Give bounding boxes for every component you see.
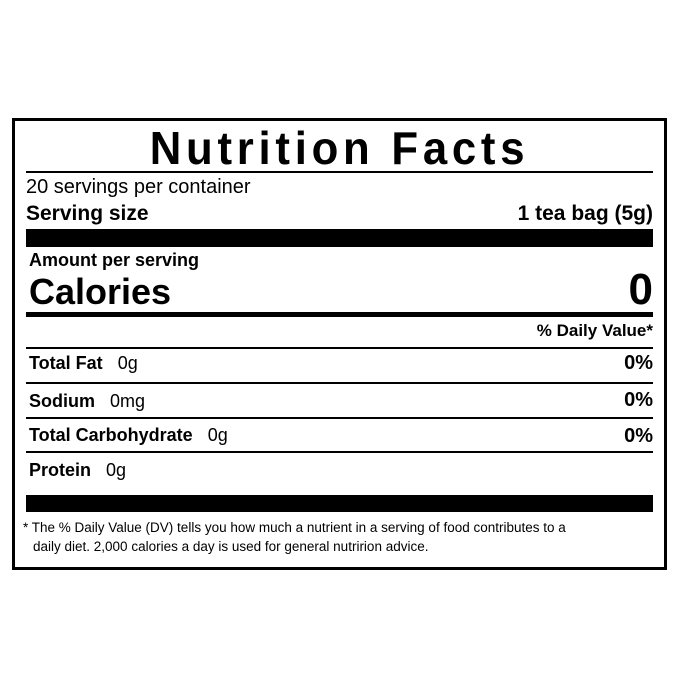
servings-per-container: 20 servings per container (26, 176, 251, 198)
serving-size-label: Serving size (26, 202, 149, 225)
serving-size-value: 1 tea bag (5g) (517, 202, 653, 225)
nutrient-amount: 0mg (110, 391, 146, 411)
divider (26, 451, 653, 453)
medium-divider (26, 312, 653, 317)
footnote-line-2: daily diet. 2,000 calories a day is used… (33, 539, 429, 554)
nutrient-amount: 0g (117, 353, 138, 373)
daily-value-header: % Daily Value* (536, 321, 653, 340)
nutrient-row-sodium: Sodium 0mg (29, 391, 145, 412)
nutrient-amount: 0g (207, 425, 228, 445)
nutrient-dv: 0% (624, 352, 653, 374)
divider (26, 347, 653, 349)
calories-value: 0 (628, 265, 653, 314)
divider (26, 382, 653, 384)
nutrient-row-total-fat: Total Fat 0g (29, 353, 138, 374)
footnote-line-1: * The % Daily Value (DV) tells you how m… (23, 520, 566, 535)
nutrient-amount: 0g (106, 460, 127, 480)
label-title: Nutrition Facts (149, 122, 530, 174)
nutrient-label: Total Carbohydrate (29, 425, 193, 445)
nutrient-dv: 0% (624, 389, 653, 411)
nutrient-label: Total Fat (29, 353, 103, 373)
amount-per-serving: Amount per serving (29, 250, 200, 270)
nutrient-row-protein: Protein 0g (29, 460, 126, 481)
divider (26, 417, 653, 419)
divider (26, 171, 653, 173)
calories-label: Calories (29, 271, 172, 312)
nutrient-label: Sodium (29, 391, 95, 411)
thick-divider (26, 229, 653, 247)
nutrition-facts-label: Nutrition Facts 20 servings per containe… (12, 118, 667, 570)
nutrient-label: Protein (29, 460, 92, 480)
nutrient-dv: 0% (624, 425, 653, 447)
thick-divider (26, 495, 653, 512)
nutrient-row-total-carbohydrate: Total Carbohydrate 0g (29, 425, 228, 446)
